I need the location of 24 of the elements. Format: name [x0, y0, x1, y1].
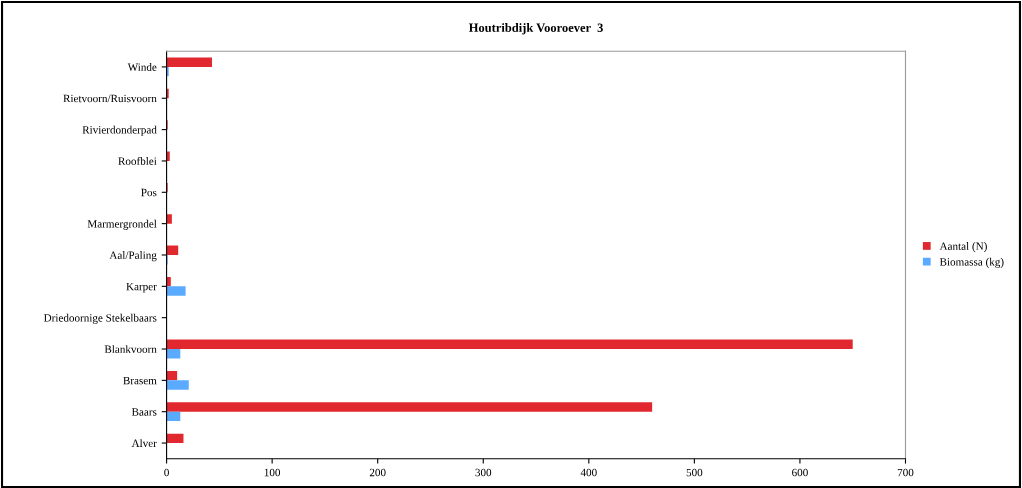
y-tick-label: Karper: [126, 282, 157, 293]
x-tick-label: 200: [369, 468, 386, 477]
x-tick-label: 400: [580, 468, 597, 477]
y-tick-label: Aal/Paling: [109, 251, 157, 262]
x-tick-label: 300: [475, 468, 492, 477]
y-tick-label: Alver: [131, 439, 157, 448]
x-tick-label: 600: [792, 468, 808, 477]
y-tick-label: Rivierdonderpad: [82, 125, 157, 136]
y-tick-label: Pos: [141, 188, 157, 197]
y-tick-label: Rietvoorn/Ruisvoorn: [63, 94, 157, 103]
y-tick-label: Winde: [127, 63, 157, 71]
x-tick-label: 0: [164, 468, 169, 477]
y-tick-label: Brasem: [123, 376, 157, 385]
chart-title: Houtribdijk Vooroever 3: [468, 23, 603, 35]
y-tick-label: Blankvoorn: [104, 345, 157, 353]
x-tick-label: 700: [897, 468, 914, 477]
legend-label: Biomassa (kg): [939, 257, 1004, 268]
y-tick-label: Driedoornige Stekelbaars: [43, 313, 157, 324]
y-tick-label: Baars: [131, 408, 157, 416]
x-tick-label: 100: [264, 468, 281, 477]
y-tick-label: Marmergrondel: [87, 219, 157, 230]
y-tick-label: Roofblei: [118, 156, 157, 165]
x-tick-label: 500: [686, 468, 703, 477]
legend-label: Aantal (N): [939, 242, 987, 253]
